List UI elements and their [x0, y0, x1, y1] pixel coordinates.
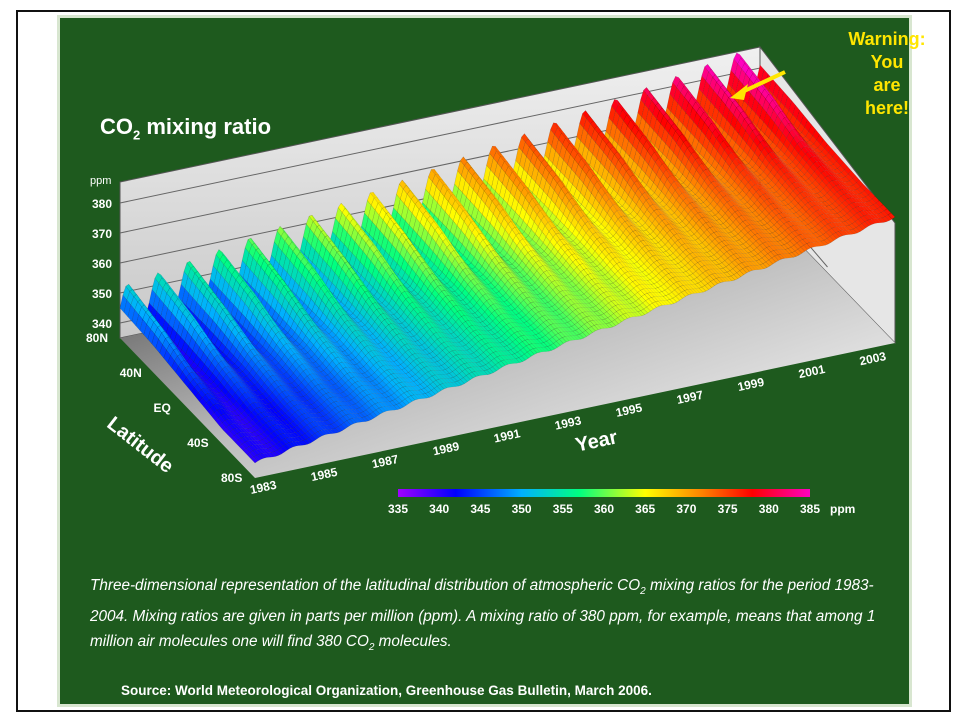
co2-surface-chart: 340350360370380ppm80N40NEQ40S80SLatitude…	[86, 45, 896, 516]
figure-panel: 340 350 360 370 380 ppm 80N 40N EQ 40S 80S Latitude…	[57, 15, 926, 707]
